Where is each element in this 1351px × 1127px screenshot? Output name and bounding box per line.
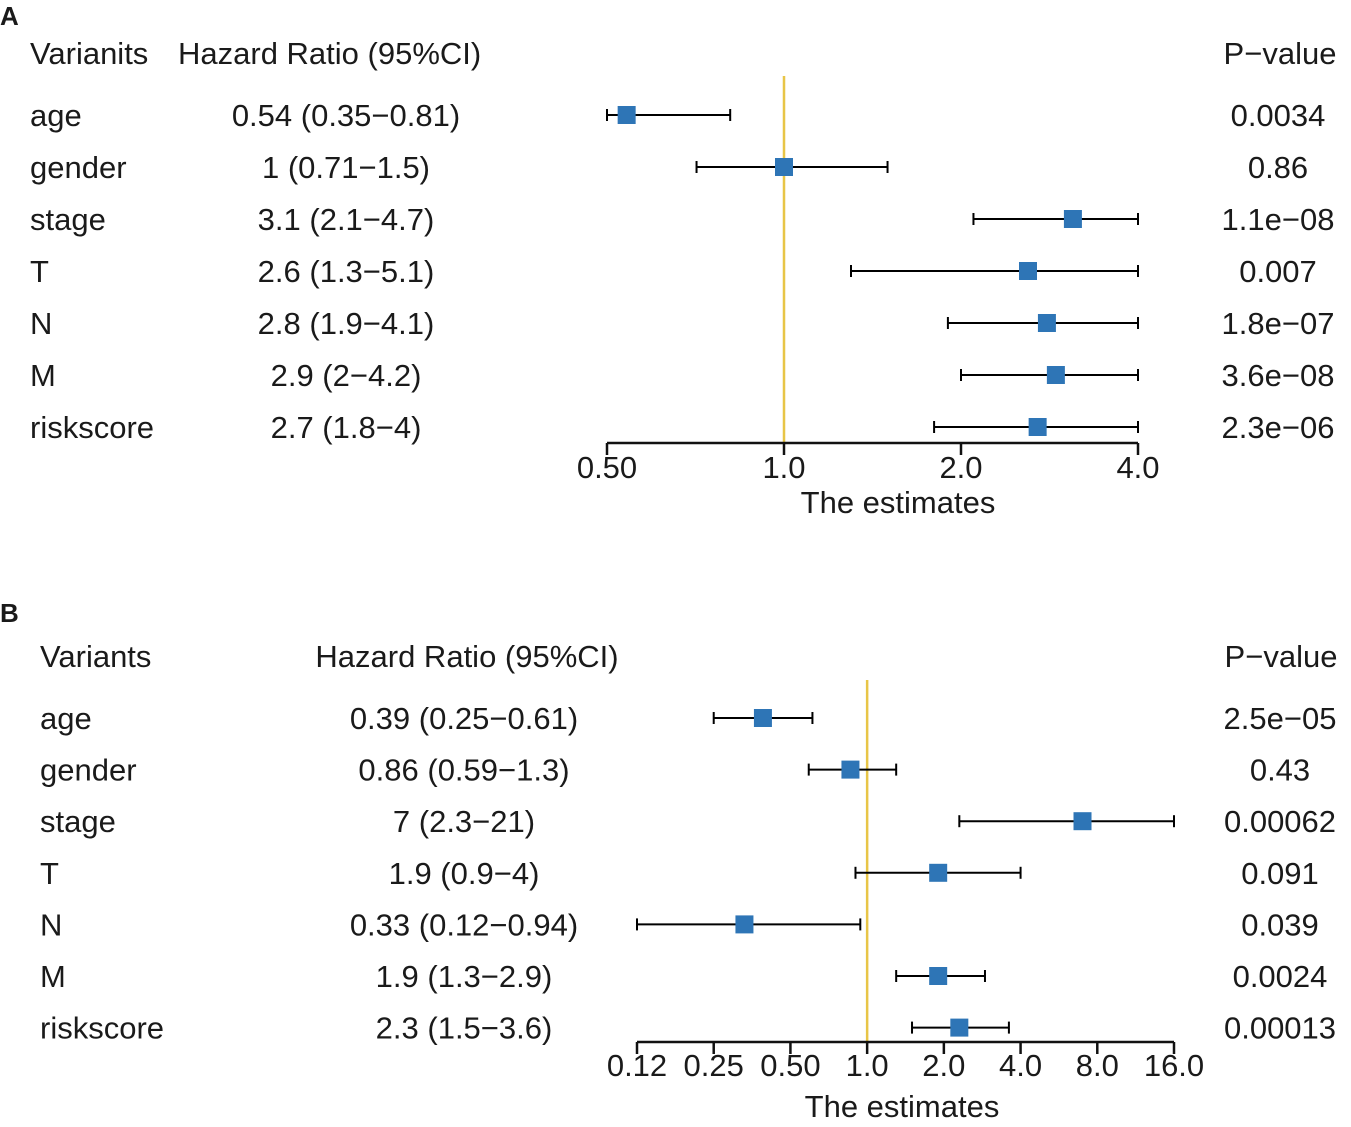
row-p-value: 1.1e−08 xyxy=(1222,202,1335,237)
row-hazard-ratio-text: 1.9 (0.9−4) xyxy=(389,856,540,891)
row-variable-label: age xyxy=(30,98,82,133)
row-variable-label: N xyxy=(30,306,52,341)
row-hazard-ratio-text: 2.9 (2−4.2) xyxy=(271,358,422,393)
x-tick-label: 0.50 xyxy=(577,450,637,485)
estimate-marker xyxy=(735,915,754,934)
x-tick-label: 2.0 xyxy=(922,1048,965,1083)
row-p-value: 0.00013 xyxy=(1224,1011,1336,1046)
row-p-value: 0.007 xyxy=(1239,254,1317,289)
panel-b: B Variants Hazard Ratio (95%CI) P−value age 0… xyxy=(0,598,1337,1124)
header-p-value: P−value xyxy=(1225,639,1338,674)
x-tick-label: 0.25 xyxy=(684,1048,744,1083)
estimate-marker xyxy=(841,760,860,779)
row-hazard-ratio-text: 2.8 (1.9−4.1) xyxy=(258,306,435,341)
estimate-marker xyxy=(929,967,948,985)
estimate-marker xyxy=(753,709,772,727)
row-p-value: 2.3e−06 xyxy=(1222,410,1335,445)
panel-a: A Varianits Hazard Ratio (95%CI) P−value age… xyxy=(0,1,1336,520)
row-variable-label: riskscore xyxy=(40,1011,164,1046)
row-hazard-ratio-text: 1.9 (1.3−2.9) xyxy=(376,959,553,994)
row-p-value: 0.039 xyxy=(1241,907,1319,942)
estimate-marker xyxy=(950,1018,969,1037)
estimate-marker xyxy=(929,863,948,882)
row-variable-label: M xyxy=(30,358,56,393)
x-tick-label: 1.0 xyxy=(846,1048,889,1083)
row-p-value: 0.0034 xyxy=(1231,98,1326,133)
row-variable-label: gender xyxy=(40,753,137,788)
x-axis-title: The estimates xyxy=(805,1089,1000,1124)
header-variable: Varianits xyxy=(30,36,148,71)
row-hazard-ratio-text: 7 (2.3−21) xyxy=(393,804,535,839)
row-hazard-ratio-text: 0.39 (0.25−0.61) xyxy=(350,701,578,736)
row-p-value: 2.5e−05 xyxy=(1224,701,1337,736)
x-tick-label: 16.0 xyxy=(1144,1048,1204,1083)
row-variable-label: T xyxy=(40,856,59,891)
row-p-value: 0.86 xyxy=(1248,150,1308,185)
row-variable-label: gender xyxy=(30,150,127,185)
row-hazard-ratio-text: 2.7 (1.8−4) xyxy=(271,410,422,445)
row-variable-label: M xyxy=(40,959,66,994)
row-variable-label: N xyxy=(40,907,62,942)
x-tick-label: 8.0 xyxy=(1076,1048,1119,1083)
estimate-marker xyxy=(1046,366,1065,384)
header-hazard-ratio: Hazard Ratio (95%CI) xyxy=(178,36,481,71)
row-p-value: 0.43 xyxy=(1250,753,1310,788)
estimate-marker xyxy=(1063,210,1082,228)
row-hazard-ratio-text: 1 (0.71−1.5) xyxy=(262,150,430,185)
x-tick-label: 2.0 xyxy=(939,450,982,485)
x-tick-label: 1.0 xyxy=(762,450,805,485)
row-hazard-ratio-text: 0.86 (0.59−1.3) xyxy=(358,753,569,788)
row-p-value: 0.091 xyxy=(1241,856,1319,891)
row-p-value: 0.00062 xyxy=(1224,804,1336,839)
x-axis-title: The estimates xyxy=(801,485,996,520)
header-variable: Variants xyxy=(40,639,151,674)
row-hazard-ratio-text: 2.6 (1.3−5.1) xyxy=(258,254,435,289)
row-variable-label: T xyxy=(30,254,49,289)
estimate-marker xyxy=(1028,418,1047,436)
estimate-marker xyxy=(775,158,793,176)
estimate-marker xyxy=(1073,812,1092,831)
header-hazard-ratio: Hazard Ratio (95%CI) xyxy=(315,639,618,674)
x-tick-label: 0.50 xyxy=(760,1048,820,1083)
x-tick-label: 0.12 xyxy=(607,1048,667,1083)
row-hazard-ratio-text: 2.3 (1.5−3.6) xyxy=(376,1011,553,1046)
estimate-marker xyxy=(1018,262,1037,280)
row-hazard-ratio-text: 3.1 (2.1−4.7) xyxy=(258,202,435,237)
estimate-marker xyxy=(1037,314,1056,332)
row-variable-label: stage xyxy=(30,202,106,237)
panel-label: B xyxy=(0,598,19,628)
x-tick-label: 4.0 xyxy=(1116,450,1159,485)
row-variable-label: age xyxy=(40,701,92,736)
row-p-value: 3.6e−08 xyxy=(1222,358,1335,393)
row-p-value: 1.8e−07 xyxy=(1222,306,1335,341)
row-variable-label: riskscore xyxy=(30,410,154,445)
x-tick-label: 4.0 xyxy=(999,1048,1042,1083)
row-hazard-ratio-text: 0.54 (0.35−0.81) xyxy=(232,98,460,133)
panel-label: A xyxy=(0,1,19,31)
row-variable-label: stage xyxy=(40,804,116,839)
header-p-value: P−value xyxy=(1224,36,1337,71)
row-p-value: 0.0024 xyxy=(1233,959,1328,994)
estimate-marker xyxy=(617,106,636,124)
row-hazard-ratio-text: 0.33 (0.12−0.94) xyxy=(350,907,578,942)
